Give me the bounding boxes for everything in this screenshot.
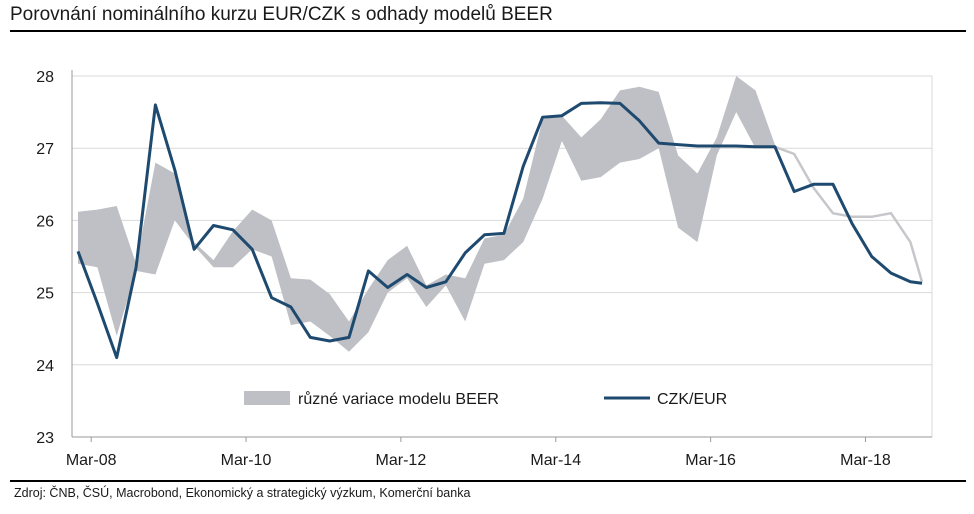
y-tick-label-23: 23 bbox=[36, 430, 54, 447]
beer-forecast-line bbox=[774, 145, 924, 283]
czk-eur-line-group bbox=[76, 101, 923, 360]
y-tick-label-27: 27 bbox=[36, 141, 54, 158]
footer-divider bbox=[10, 480, 966, 482]
x-tick-labels: Mar-08 Mar-10 Mar-12 Mar-14 Mar-16 Mar-18 bbox=[66, 452, 891, 469]
legend-swatch-beer bbox=[244, 391, 290, 405]
x-tick-label-Mar-10: Mar-10 bbox=[221, 452, 272, 469]
axes bbox=[71, 70, 932, 442]
x-tick-label-Mar-08: Mar-08 bbox=[66, 452, 117, 469]
source-note: Zdroj: ČNB, ČSÚ, Macrobond, Ekonomický a… bbox=[14, 486, 471, 500]
y-tick-label-28: 28 bbox=[36, 69, 54, 86]
y-tick-labels: 23 24 25 26 27 28 bbox=[36, 69, 54, 447]
x-tick-label-Mar-16: Mar-16 bbox=[685, 452, 736, 469]
x-tick-label-Mar-14: Mar-14 bbox=[530, 452, 581, 469]
y-tick-label-26: 26 bbox=[36, 213, 54, 230]
y-tick-label-25: 25 bbox=[36, 286, 54, 303]
y-tick-label-24: 24 bbox=[36, 358, 54, 375]
legend-label-czk-eur: CZK/EUR bbox=[657, 391, 727, 408]
legend-label-beer: různé variace modelu BEER bbox=[298, 390, 499, 408]
grid-lines bbox=[72, 75, 933, 437]
beer-forecast-group bbox=[774, 145, 924, 283]
x-tick-label-Mar-18: Mar-18 bbox=[840, 452, 891, 469]
title-divider bbox=[10, 30, 966, 32]
czk-eur-line bbox=[76, 101, 923, 360]
x-tick-label-Mar-12: Mar-12 bbox=[376, 452, 427, 469]
beer-band-group bbox=[78, 76, 775, 352]
beer-band-area bbox=[78, 76, 775, 352]
legend: různé variace modelu BEER CZK/EUR bbox=[244, 390, 727, 408]
page-title: Porovnání nominálního kurzu EUR/CZK s od… bbox=[10, 4, 553, 25]
